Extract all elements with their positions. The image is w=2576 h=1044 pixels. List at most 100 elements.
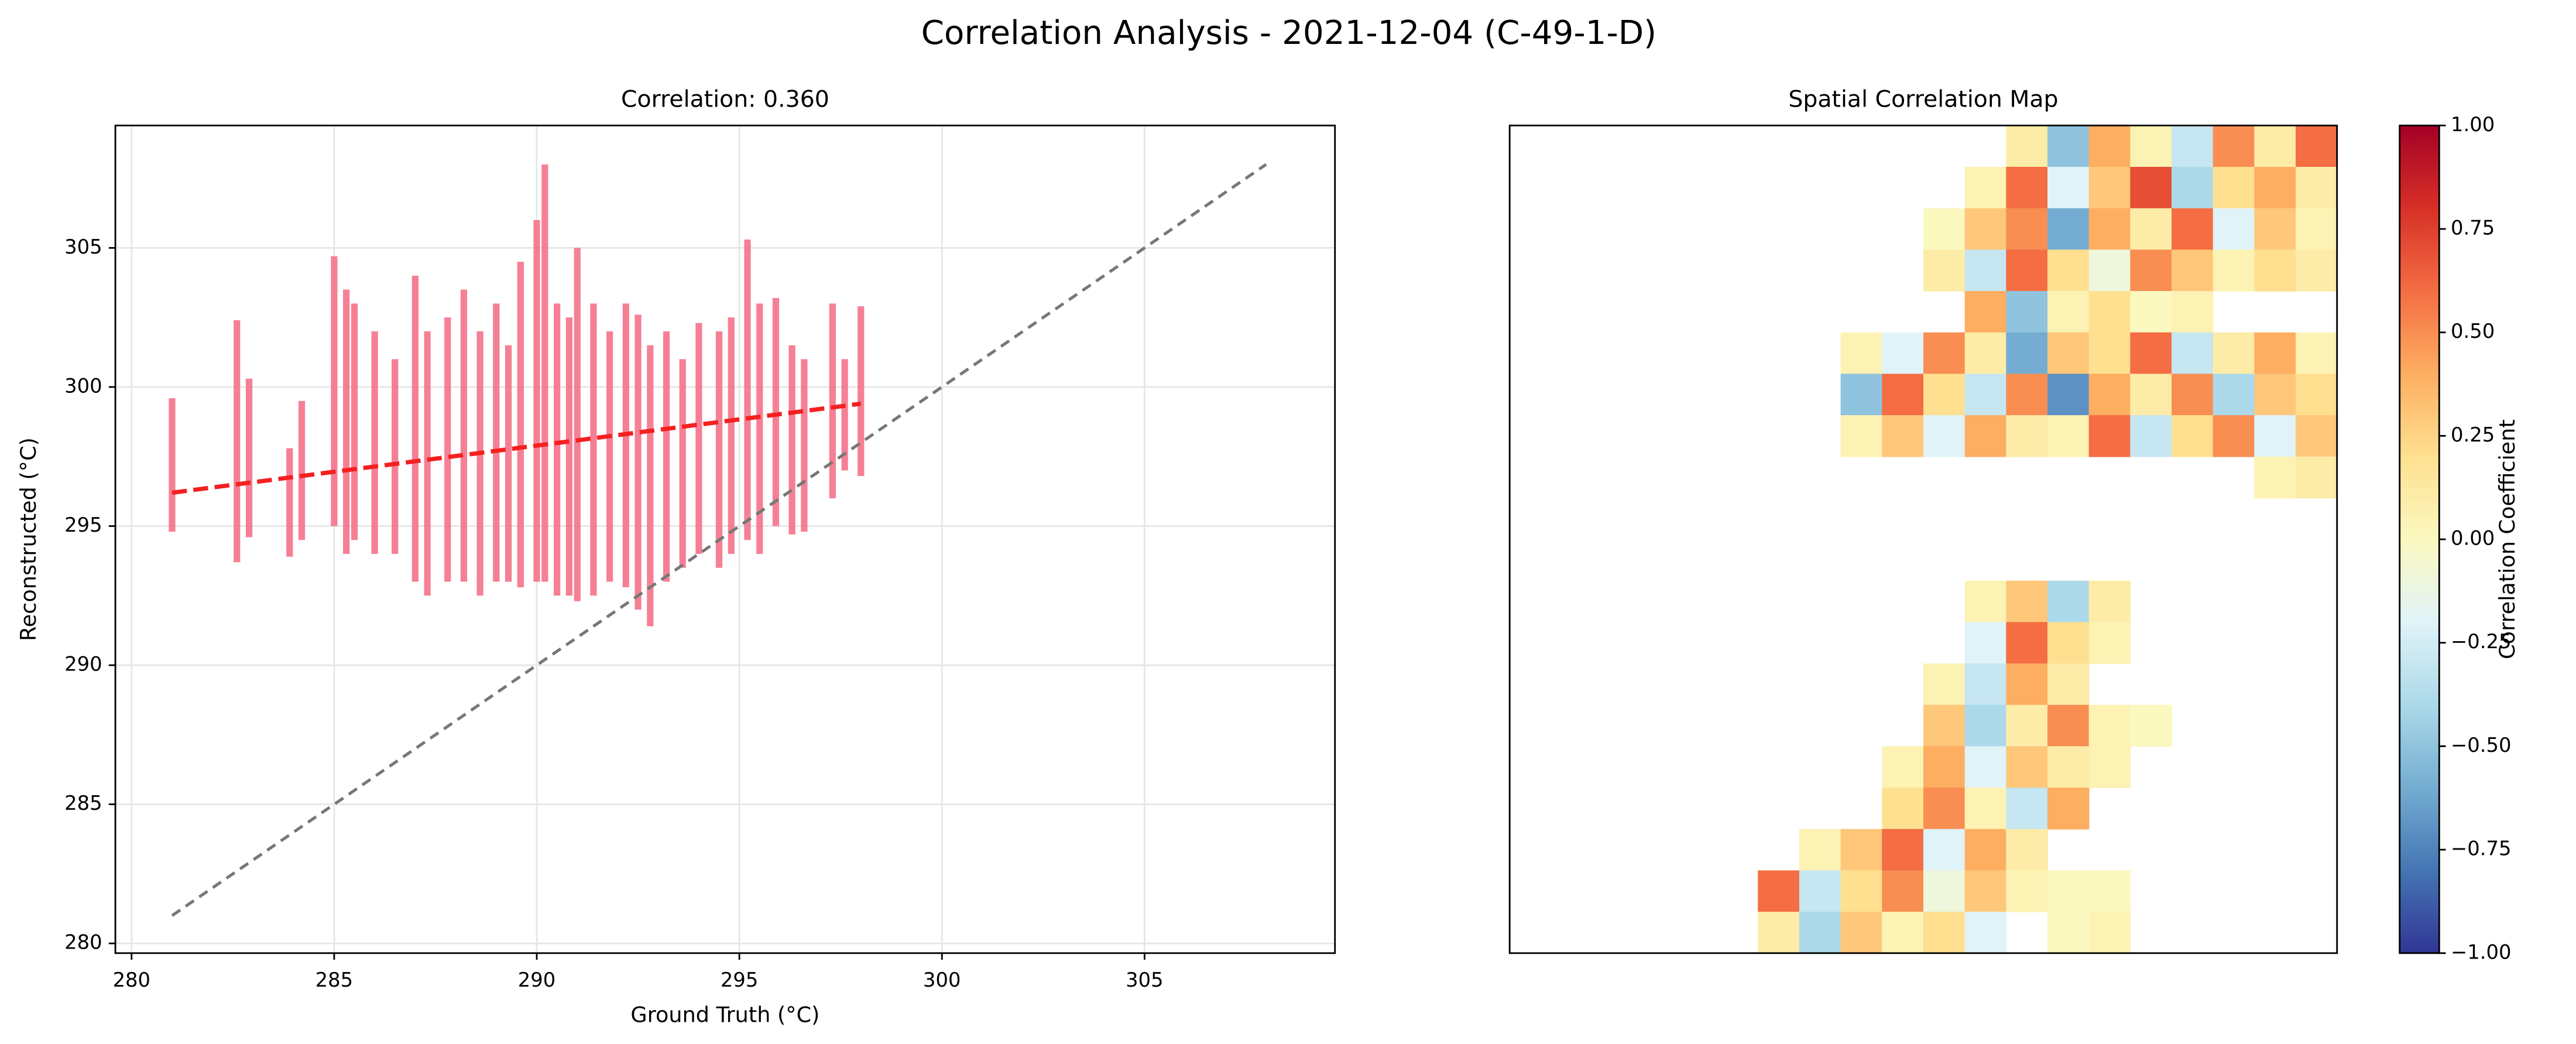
heat-cell	[2088, 125, 2131, 167]
heat-cell	[2088, 208, 2131, 251]
heat-cell	[1882, 912, 1924, 954]
heat-cell	[2006, 746, 2048, 788]
x-tick-label: 280	[113, 968, 150, 991]
heat-cell	[2006, 788, 2048, 830]
heat-cell	[2296, 166, 2338, 209]
heat-cell	[1964, 332, 2007, 375]
heat-cell	[2213, 332, 2255, 375]
heat-cell	[1882, 829, 1924, 871]
heat-cell	[2006, 332, 2048, 375]
colorbar-tick-label: 0.25	[2451, 423, 2495, 446]
heat-cell	[2047, 415, 2090, 457]
heat-cell	[2213, 374, 2255, 416]
heat-cell	[1964, 746, 2007, 788]
heat-cell	[2006, 829, 2048, 871]
heat-cell	[1923, 374, 1966, 416]
heat-cell	[1964, 166, 2007, 209]
heat-cell	[2172, 125, 2214, 167]
figure-title: Correlation Analysis - 2021-12-04 (C-49-…	[921, 14, 1656, 52]
heat-cell	[1923, 332, 1966, 375]
heat-cell	[2172, 332, 2214, 375]
heat-cell	[2088, 622, 2131, 664]
heat-cell	[1923, 912, 1966, 954]
heat-cell	[2254, 415, 2296, 457]
heat-cell	[2130, 249, 2172, 292]
heat-cell	[2047, 622, 2090, 664]
heat-cell	[2088, 746, 2131, 788]
x-tick-label: 295	[721, 968, 758, 991]
colorbar-tick-label: 0.00	[2451, 527, 2495, 550]
heat-cell	[1923, 746, 1966, 788]
heat-cell	[1964, 208, 2007, 251]
fit-line	[171, 401, 862, 495]
heat-cell	[2254, 332, 2296, 375]
heat-cell	[2047, 291, 2090, 333]
heat-cell	[2172, 291, 2214, 333]
colorbar-label: Correlation Coefficient	[2495, 419, 2520, 659]
heat-cell	[1964, 374, 2007, 416]
heat-cell	[2047, 332, 2090, 375]
heat-cell	[1964, 580, 2007, 623]
heat-cell	[1882, 788, 1924, 830]
heat-cell	[2130, 208, 2172, 251]
heat-cell	[2006, 580, 2048, 623]
heat-cell	[2213, 166, 2255, 209]
heat-cell	[2088, 249, 2131, 292]
heat-cell	[2047, 208, 2090, 251]
heat-cell	[2006, 704, 2048, 747]
heat-cell	[2296, 249, 2338, 292]
heat-cell	[2006, 208, 2048, 251]
heat-cell	[2130, 291, 2172, 333]
heat-cell	[1758, 912, 1800, 954]
heat-cell	[1840, 415, 1883, 457]
heat-cell	[2213, 125, 2255, 167]
heat-cell	[2172, 208, 2214, 251]
heat-cell	[1840, 332, 1883, 375]
heat-cell	[2254, 249, 2296, 292]
heat-cell	[2047, 746, 2090, 788]
heat-cell	[1964, 663, 2007, 706]
heat-cell	[2088, 291, 2131, 333]
heat-cell	[2130, 332, 2172, 375]
heat-cell	[1923, 249, 1966, 292]
heat-cell	[2172, 166, 2214, 209]
heat-cell	[2047, 912, 2090, 954]
heat-cell	[2296, 374, 2338, 416]
heat-cell	[2006, 125, 2048, 167]
heat-cell	[2006, 291, 2048, 333]
heat-cell	[1840, 912, 1883, 954]
heat-cell	[2213, 249, 2255, 292]
plot-frame	[114, 124, 1336, 954]
heat-cell	[1964, 704, 2007, 747]
colorbar-tick-label: 0.50	[2451, 320, 2495, 343]
heat-cell	[2130, 415, 2172, 457]
heat-cell	[2088, 704, 2131, 747]
heat-cell	[1840, 374, 1883, 416]
x-tick-label: 285	[315, 968, 353, 991]
heat-cell	[2047, 374, 2090, 416]
heat-cell	[1758, 870, 1800, 912]
heat-cell	[1964, 870, 2007, 912]
heat-cell	[2172, 249, 2214, 292]
heat-cell	[2296, 415, 2338, 457]
heat-cell	[2006, 166, 2048, 209]
heat-cell	[2088, 166, 2131, 209]
heat-cell	[2172, 374, 2214, 416]
heat-cell	[1923, 788, 1966, 830]
heat-cell	[2047, 580, 2090, 623]
colorbar-tick-label: −0.75	[2451, 837, 2511, 860]
heat-cell	[1964, 912, 2007, 954]
heat-cell	[2006, 415, 2048, 457]
heat-cell	[2088, 912, 2131, 954]
heat-cell	[2296, 125, 2338, 167]
colorbar-tick-label: −0.50	[2451, 734, 2511, 757]
heat-cell	[2213, 208, 2255, 251]
heat-cell	[2254, 125, 2296, 167]
heat-cell	[2047, 788, 2090, 830]
heat-cell	[1840, 870, 1883, 912]
y-axis-label: Reconstructed (°C)	[16, 437, 41, 641]
heat-cell	[2006, 663, 2048, 706]
scatter-title: Correlation: 0.360	[621, 86, 829, 113]
heat-cell	[2296, 456, 2338, 499]
